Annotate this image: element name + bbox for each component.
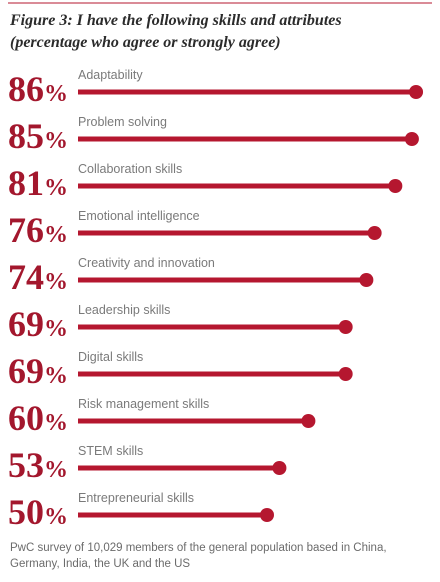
category-label: Collaboration skills — [78, 162, 182, 176]
value-label: 69% — [8, 304, 68, 344]
category-label: Emotional intelligence — [78, 209, 200, 223]
category-label: Leadership skills — [78, 303, 170, 317]
category-label: Digital skills — [78, 350, 143, 364]
category-label: Entrepreneurial skills — [78, 491, 194, 505]
value-label: 50% — [8, 492, 68, 532]
chart-title: Figure 3: I have the following skills an… — [9, 12, 342, 29]
bar-end-dot — [338, 320, 353, 334]
chart-subtitle: (percentage who agree or strongly agree) — [10, 34, 281, 51]
bar-end-dot — [359, 273, 374, 287]
value-label: 60% — [8, 398, 68, 438]
bar-end-dot — [338, 367, 353, 381]
bar-end-dot — [404, 132, 419, 146]
value-label: 85% — [8, 116, 68, 156]
category-label: Problem solving — [78, 115, 167, 129]
value-label: 86% — [8, 69, 68, 109]
bar-end-dot — [409, 85, 424, 99]
value-label: 69% — [8, 351, 68, 391]
value-label: 76% — [8, 210, 68, 250]
bar-end-dot — [260, 508, 274, 522]
value-label: 53% — [8, 445, 68, 485]
category-label: Creativity and innovation — [78, 256, 215, 270]
bar-end-dot — [367, 226, 382, 240]
source-note: PwC survey of 10,029 members of the gene… — [10, 542, 387, 570]
bar-end-dot — [272, 461, 287, 475]
category-label: Adaptability — [78, 68, 143, 82]
value-label: 74% — [8, 257, 68, 297]
bar-end-dot — [301, 414, 316, 428]
value-label: 81% — [8, 163, 68, 203]
category-label: Risk management skills — [78, 397, 209, 411]
bar-end-dot — [388, 179, 403, 193]
category-label: STEM skills — [78, 444, 143, 458]
